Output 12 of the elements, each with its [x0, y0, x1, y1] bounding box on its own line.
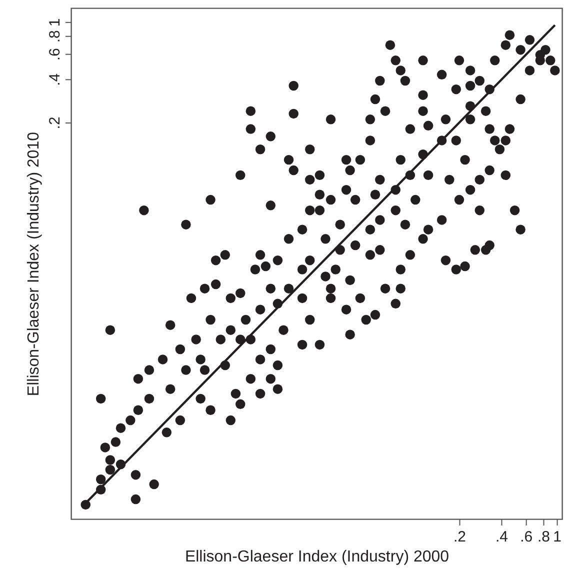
y-tick-label: .2 — [46, 116, 64, 130]
y-axis-title: Ellison-Glaeser Index (Industry) 2010 — [26, 132, 42, 396]
y-tick-label: .6 — [46, 48, 64, 61]
x-tick-label: 1 — [553, 528, 562, 546]
x-tick-label: .6 — [520, 528, 533, 546]
x-axis-title: Ellison-Glaeser Index (Industry) 2000 — [184, 548, 450, 566]
y-tick-label: .8 — [46, 30, 64, 43]
x-tick-label: .2 — [453, 528, 466, 546]
x-tick-label: .4 — [495, 528, 508, 546]
y-tick-label: 1 — [46, 18, 64, 27]
y-tick-label: .4 — [46, 73, 64, 86]
x-tick-label: .8 — [538, 528, 550, 546]
